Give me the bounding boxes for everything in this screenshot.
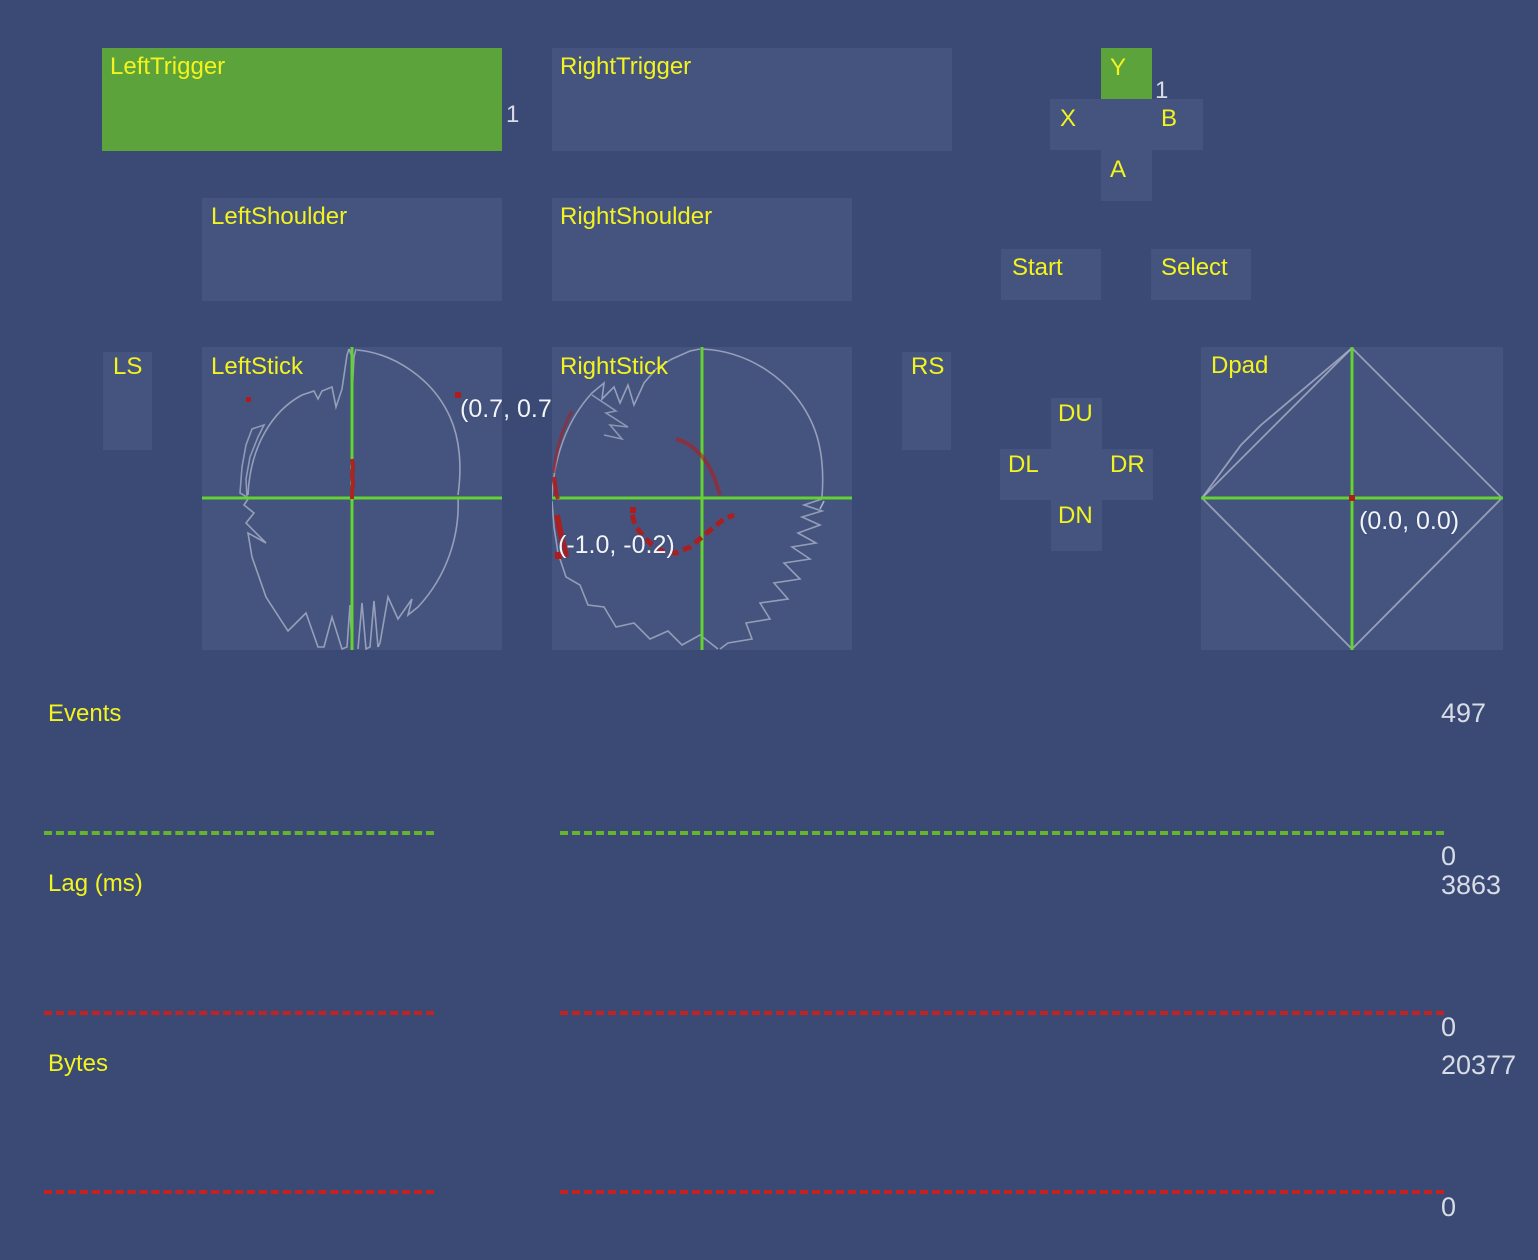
events-baseline-value: 0 (1441, 841, 1457, 871)
right-trigger-panel[interactable] (552, 48, 952, 151)
button-ls[interactable] (103, 352, 152, 450)
button-y-label: Y (1110, 54, 1127, 81)
left-stick-panel[interactable] (202, 347, 502, 650)
left-shoulder-panel[interactable] (202, 198, 502, 301)
button-x[interactable] (1050, 99, 1101, 150)
dpad-button-right[interactable] (1102, 449, 1153, 500)
lag-label: Lag (ms) (48, 870, 143, 897)
left-stick-coord: (0.7, 0.7) (460, 395, 561, 423)
events-label: Events (48, 700, 122, 727)
button-start[interactable] (1001, 249, 1101, 300)
dpad-button-down-label: DN (1058, 502, 1093, 529)
dpad-trace (1201, 347, 1503, 650)
bytes-top-value: 20377 (1441, 1050, 1517, 1080)
lag-top-value: 3863 (1441, 870, 1502, 900)
lag-baseline (44, 1011, 434, 1015)
bytes-baseline-2 (560, 1190, 1444, 1194)
button-a-label: A (1110, 156, 1127, 183)
left-trigger-label: LeftTrigger (110, 53, 226, 80)
left-stick-trace (202, 347, 502, 650)
button-select-label: Select (1161, 254, 1228, 281)
events-graph (0, 690, 1538, 840)
button-y[interactable] (1101, 48, 1152, 99)
button-ls-label: LS (113, 353, 143, 380)
left-shoulder-label: LeftShoulder (211, 203, 348, 230)
events-baseline-2 (560, 831, 1444, 835)
dpad-coord: (0.0, 0.0) (1359, 507, 1460, 535)
button-b-label: B (1161, 105, 1178, 132)
bytes-label: Bytes (48, 1050, 109, 1077)
dpad-button-left-label: DL (1008, 451, 1039, 478)
button-select[interactable] (1151, 249, 1251, 300)
button-x-label: X (1060, 105, 1077, 132)
left-trigger-value: 1 (506, 101, 520, 128)
dpad-label: Dpad (1211, 352, 1269, 379)
button-a[interactable] (1101, 150, 1152, 201)
left-trigger-fill (102, 48, 502, 151)
events-top-value: 497 (1441, 698, 1487, 728)
button-y-value: 1 (1155, 77, 1169, 104)
lag-baseline-value: 0 (1441, 1012, 1457, 1042)
dpad-button-down[interactable] (1051, 500, 1102, 551)
bytes-baseline-value: 0 (1441, 1192, 1457, 1222)
button-center (1101, 99, 1152, 150)
right-shoulder-panel[interactable] (552, 198, 852, 301)
left-stick-label: LeftStick (211, 353, 304, 380)
right-stick-trace (552, 347, 852, 650)
button-rs-label: RS (911, 353, 945, 380)
dpad-button-left[interactable] (1000, 449, 1051, 500)
right-shoulder-label: RightShoulder (560, 203, 713, 230)
dpad-button-up[interactable] (1051, 398, 1102, 449)
dpad-button-right-label: DR (1110, 451, 1145, 478)
button-rs[interactable] (902, 352, 951, 450)
button-b[interactable] (1152, 99, 1203, 150)
right-stick-panel[interactable] (552, 347, 852, 650)
dpad-button-up-label: DU (1058, 400, 1093, 427)
right-stick-coord: (-1.0, -0.2) (558, 531, 675, 559)
right-trigger-label: RightTrigger (560, 53, 692, 80)
dpad-panel[interactable] (1201, 347, 1503, 650)
dpad-button-center (1051, 449, 1102, 500)
events-baseline (44, 831, 434, 835)
right-stick-label: RightStick (560, 353, 669, 380)
lag-baseline-2 (560, 1011, 1444, 1015)
bytes-baseline (44, 1190, 434, 1194)
button-start-label: Start (1012, 254, 1063, 281)
